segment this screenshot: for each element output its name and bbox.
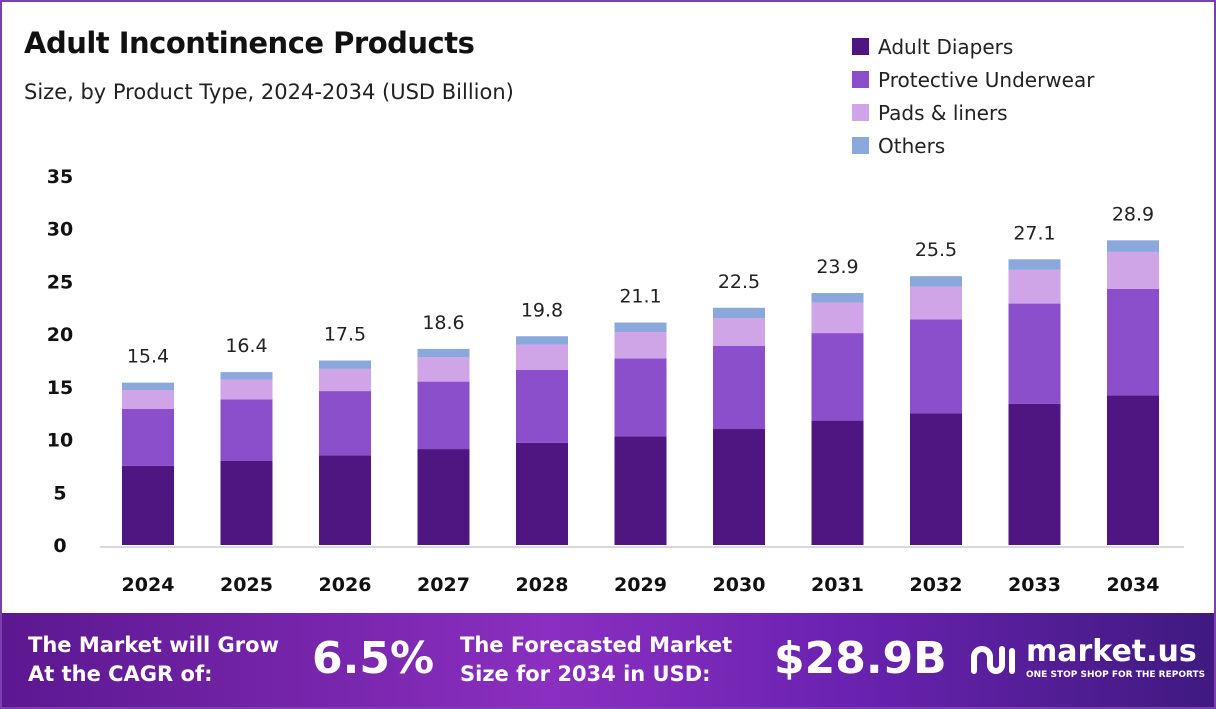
x-tick-label: 2024 <box>122 574 175 596</box>
x-tick-label: 2029 <box>614 574 667 596</box>
legend-swatch <box>852 38 869 55</box>
y-tick-label: 10 <box>47 430 73 452</box>
bar-segment-protective-underwear <box>1008 303 1061 404</box>
total-data-label: 15.4 <box>127 346 169 368</box>
legend-swatch <box>852 104 869 121</box>
x-tick-label: 2033 <box>1008 574 1061 596</box>
total-data-label: 19.8 <box>521 299 563 321</box>
total-data-label: 17.5 <box>324 324 366 346</box>
bar-segment-protective-underwear <box>319 391 371 456</box>
bar-segment-others <box>811 293 864 303</box>
summary-banner: The Market will Grow At the CAGR of: 6.5%… <box>2 613 1214 707</box>
total-data-label: 16.4 <box>225 335 267 357</box>
x-tick-label: 2028 <box>516 574 569 596</box>
legend: Adult Diapers Protective Underwear Pads … <box>852 30 1094 162</box>
bar-segment-adult-diapers <box>1107 395 1159 545</box>
bar-segment-protective-underwear <box>1107 288 1159 396</box>
x-tick-label: 2027 <box>417 574 470 596</box>
bar-segment-protective-underwear <box>713 345 765 430</box>
total-data-label: 22.5 <box>718 271 760 293</box>
x-tick-label: 2034 <box>1107 574 1160 596</box>
y-tick-label: 0 <box>53 535 66 557</box>
bar-segment-protective-underwear <box>516 369 568 443</box>
bar-segment-protective-underwear <box>910 319 962 414</box>
x-tick-label: 2025 <box>220 574 273 596</box>
forecast-value: $28.9B <box>774 633 947 684</box>
bar-segment-protective-underwear <box>417 381 470 450</box>
bar-segment-protective-underwear <box>220 399 273 461</box>
y-tick-label: 15 <box>47 377 73 399</box>
logo-mark-icon <box>971 646 1015 674</box>
bar-segment-others <box>1008 259 1061 270</box>
bar-segment-protective-underwear <box>122 408 174 466</box>
x-tick-label: 2030 <box>713 574 766 596</box>
legend-label: Adult Diapers <box>878 34 1014 59</box>
x-tick-label: 2031 <box>811 574 864 596</box>
bar-segment-others <box>1107 240 1159 252</box>
bar-segment-others <box>220 372 273 380</box>
y-tick-label: 20 <box>47 324 73 346</box>
bar-segment-adult-diapers <box>319 455 371 545</box>
legend-item-others: Others <box>852 129 1094 162</box>
bar-segment-adult-diapers <box>220 460 273 545</box>
bar-segment-protective-underwear <box>811 333 864 421</box>
total-data-label: 21.1 <box>619 286 661 308</box>
y-tick-label: 35 <box>47 166 73 188</box>
bar-segment-pads-liners <box>417 357 470 382</box>
bar-segment-adult-diapers <box>811 420 864 545</box>
bar-segment-pads-liners <box>713 318 765 346</box>
bar-segment-others <box>122 382 174 391</box>
bar-segment-protective-underwear <box>614 358 667 437</box>
bar-segment-pads-liners <box>910 286 962 320</box>
legend-item-pads-liners: Pads & liners <box>852 96 1094 129</box>
chart-subtitle: Size, by Product Type, 2024-2034 (USD Bi… <box>24 80 514 104</box>
bar-segment-adult-diapers <box>910 413 962 545</box>
legend-swatch <box>852 137 869 154</box>
bar-segment-others <box>417 348 470 358</box>
cagr-label: The Market will Grow At the CAGR of: <box>28 633 279 686</box>
legend-label: Others <box>878 133 946 158</box>
bar-segment-adult-diapers <box>417 449 470 545</box>
logo-tagline: ONE STOP SHOP FOR THE REPORTS <box>1026 670 1206 680</box>
cagr-value: 6.5% <box>312 633 435 684</box>
legend-label: Protective Underwear <box>878 67 1095 92</box>
bar-segment-adult-diapers <box>614 436 667 545</box>
bar-segment-pads-liners <box>319 368 371 392</box>
bar-segment-adult-diapers <box>713 429 765 545</box>
bar-segment-pads-liners <box>122 390 174 409</box>
x-tick-label: 2026 <box>319 574 372 596</box>
legend-item-adult-diapers: Adult Diapers <box>852 30 1094 63</box>
bar-chart: 0510152025303515.4202416.4202517.5202618… <box>47 166 1184 596</box>
bar-segment-pads-liners <box>1107 251 1159 289</box>
bar-segment-others <box>319 360 371 369</box>
x-tick-label: 2032 <box>910 574 963 596</box>
chart-title: Adult Incontinence Products <box>24 26 475 60</box>
total-data-label: 18.6 <box>422 312 464 334</box>
bar-segment-adult-diapers <box>516 442 568 545</box>
forecast-label: The Forecasted Market Size for 2034 in US… <box>460 633 733 686</box>
total-data-label: 28.9 <box>1112 203 1154 225</box>
bar-segment-pads-liners <box>811 302 864 334</box>
bar-segment-adult-diapers <box>122 465 174 545</box>
market-us-logo: market.us ONE STOP SHOP FOR THE REPORTS <box>968 637 1205 681</box>
legend-item-protective-underwear: Protective Underwear <box>852 63 1094 96</box>
bar-segment-others <box>614 322 667 333</box>
bar-segment-adult-diapers <box>1008 403 1061 545</box>
y-tick-label: 30 <box>47 219 73 241</box>
total-data-label: 23.9 <box>816 256 858 278</box>
y-tick-label: 5 <box>53 482 66 504</box>
total-data-label: 25.5 <box>915 239 957 261</box>
total-data-label: 27.1 <box>1013 222 1055 244</box>
legend-label: Pads & liners <box>878 100 1008 125</box>
bar-segment-others <box>713 307 765 319</box>
bar-segment-pads-liners <box>516 344 568 370</box>
y-tick-label: 25 <box>47 271 73 293</box>
legend-swatch <box>852 71 869 88</box>
bar-segment-others <box>516 336 568 345</box>
bar-segment-pads-liners <box>220 379 273 400</box>
bar-segment-pads-liners <box>1008 269 1061 304</box>
bar-segment-others <box>910 276 962 287</box>
bar-segment-pads-liners <box>614 332 667 359</box>
